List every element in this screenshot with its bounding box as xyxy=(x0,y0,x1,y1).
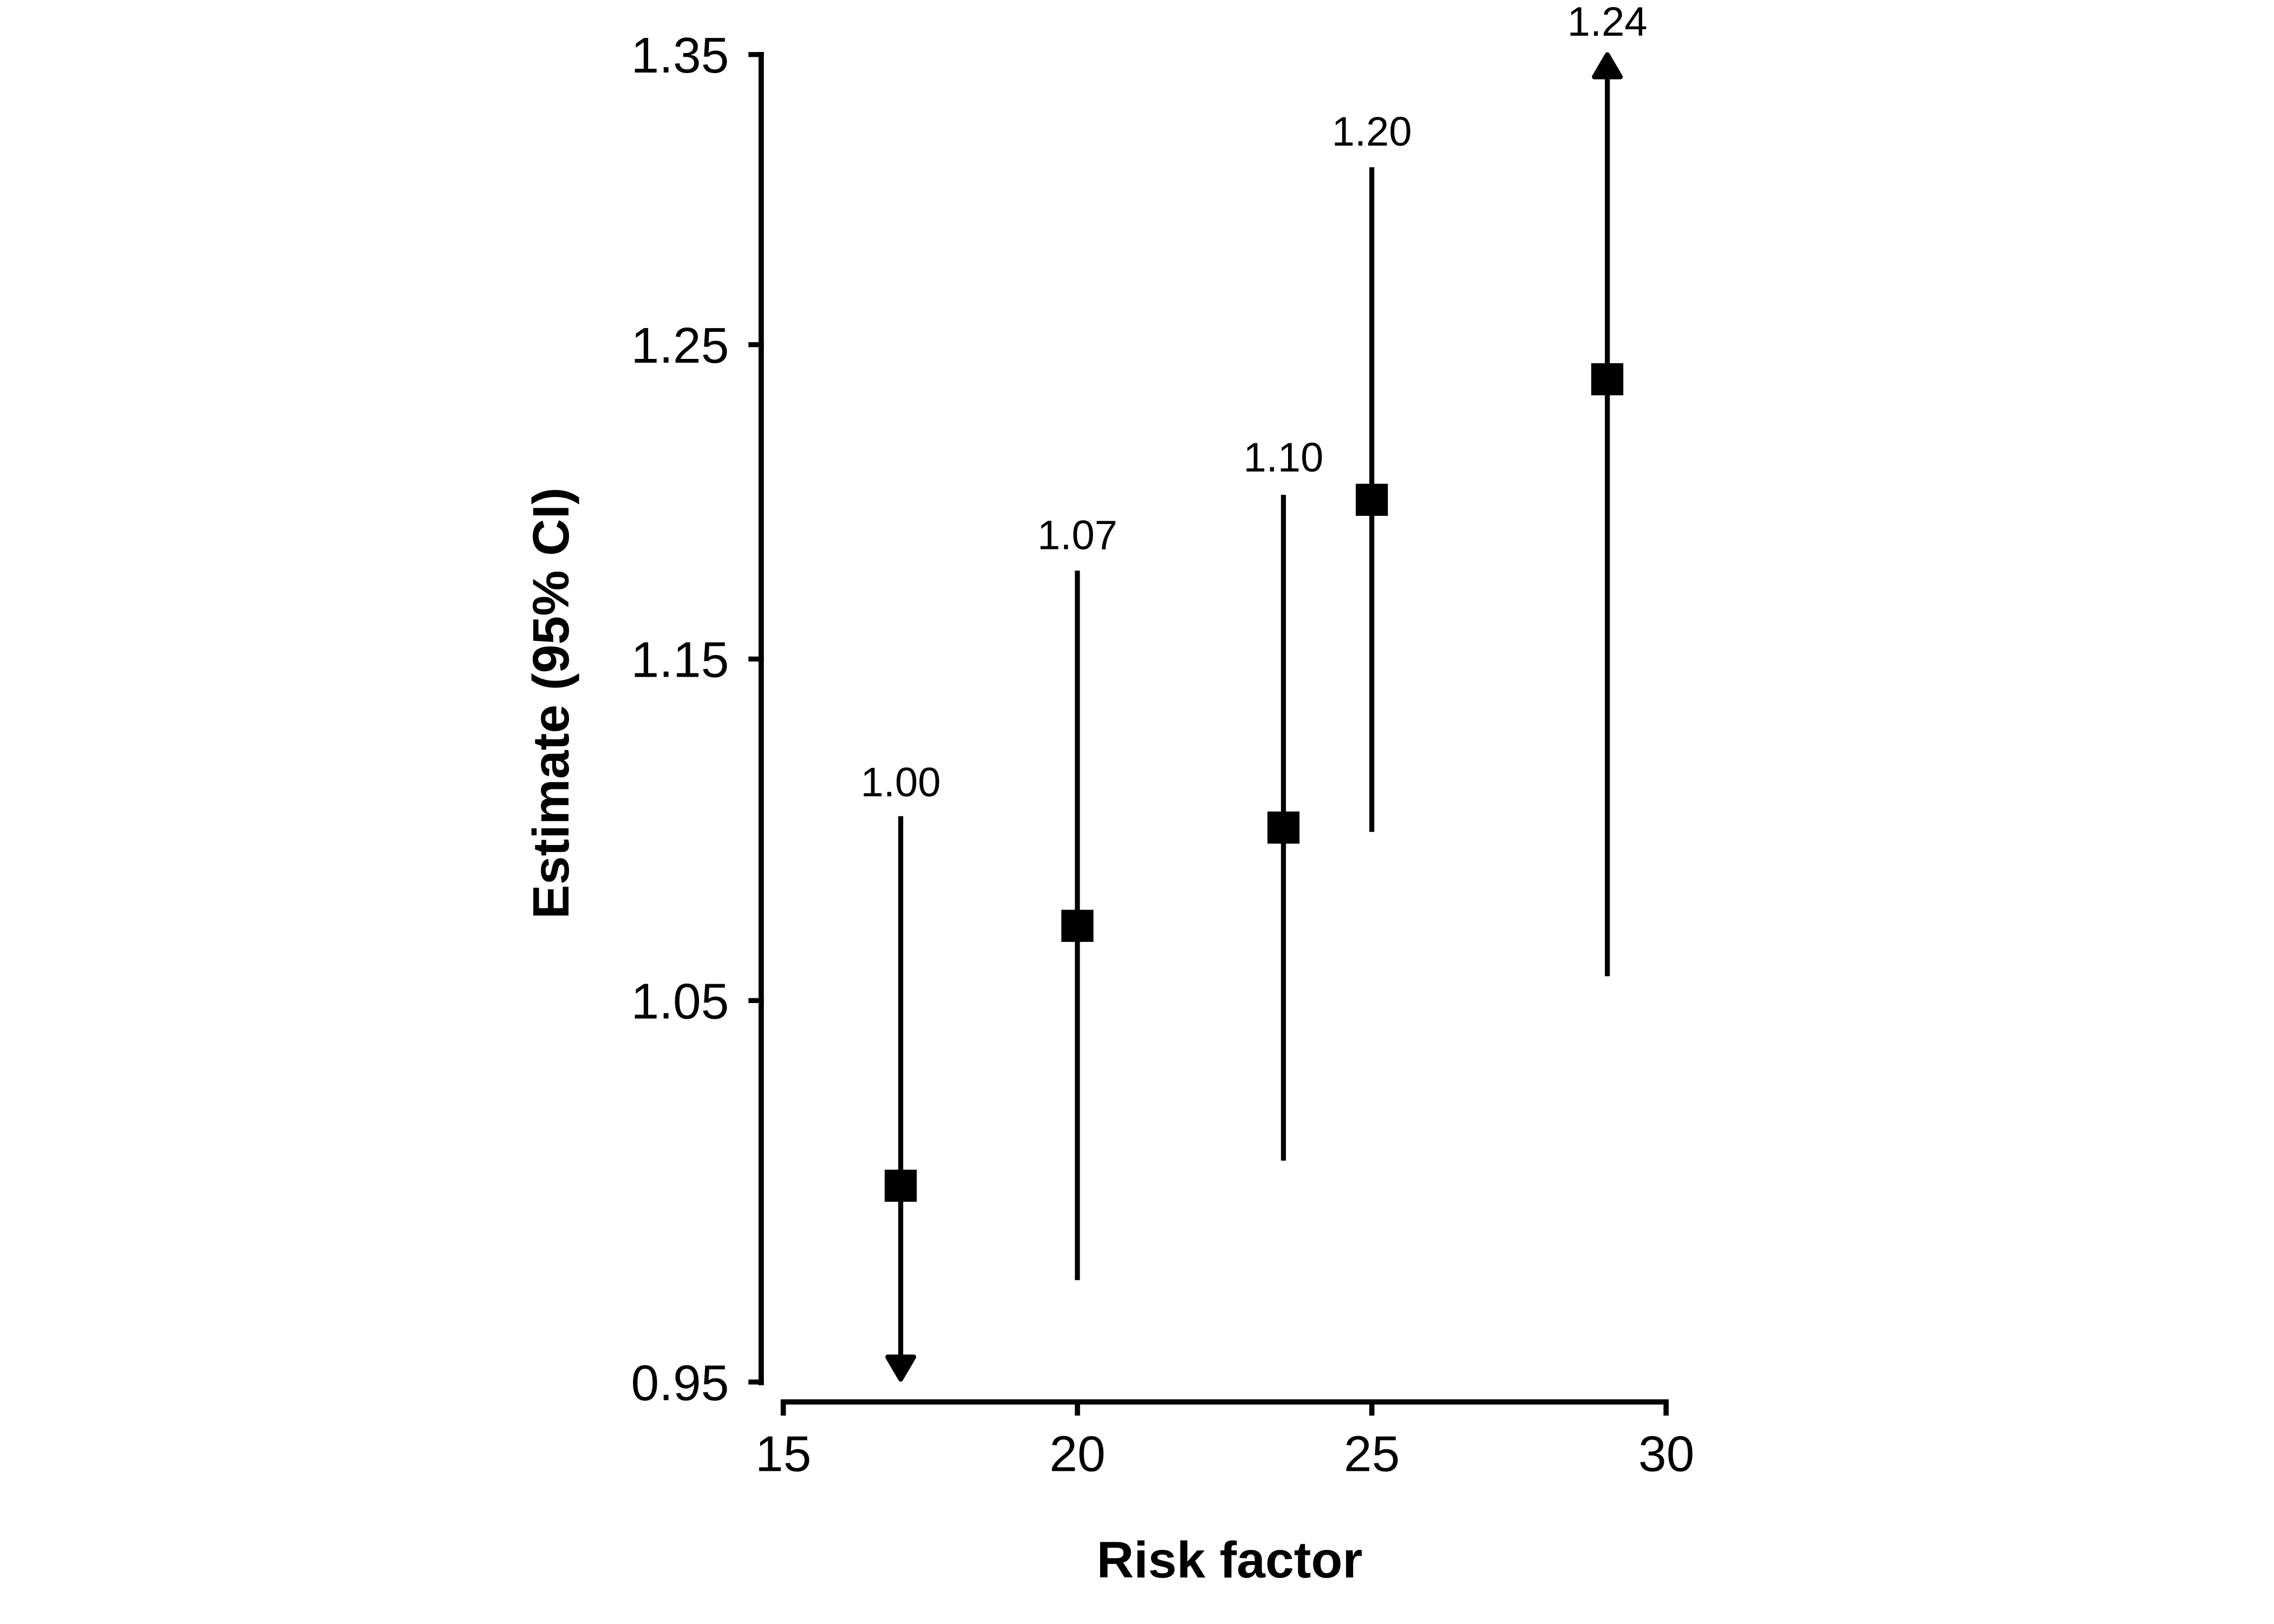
svg-text:Risk factor: Risk factor xyxy=(1096,1531,1362,1589)
svg-text:15: 15 xyxy=(755,1425,811,1482)
svg-text:1.20: 1.20 xyxy=(1332,109,1412,155)
svg-text:Estimate (95% CI): Estimate (95% CI) xyxy=(522,487,580,919)
svg-text:1.07: 1.07 xyxy=(1037,513,1118,559)
svg-text:1.05: 1.05 xyxy=(631,973,729,1030)
svg-text:25: 25 xyxy=(1344,1425,1400,1482)
svg-text:1.25: 1.25 xyxy=(631,317,729,374)
svg-text:0.95: 0.95 xyxy=(631,1354,729,1411)
svg-text:1.00: 1.00 xyxy=(861,759,941,806)
svg-text:30: 30 xyxy=(1638,1425,1694,1482)
svg-text:1.15: 1.15 xyxy=(631,632,729,688)
svg-text:20: 20 xyxy=(1049,1425,1105,1482)
svg-text:1.35: 1.35 xyxy=(631,27,729,83)
svg-text:1.10: 1.10 xyxy=(1244,435,1324,481)
svg-text:1.24: 1.24 xyxy=(1567,0,1648,45)
